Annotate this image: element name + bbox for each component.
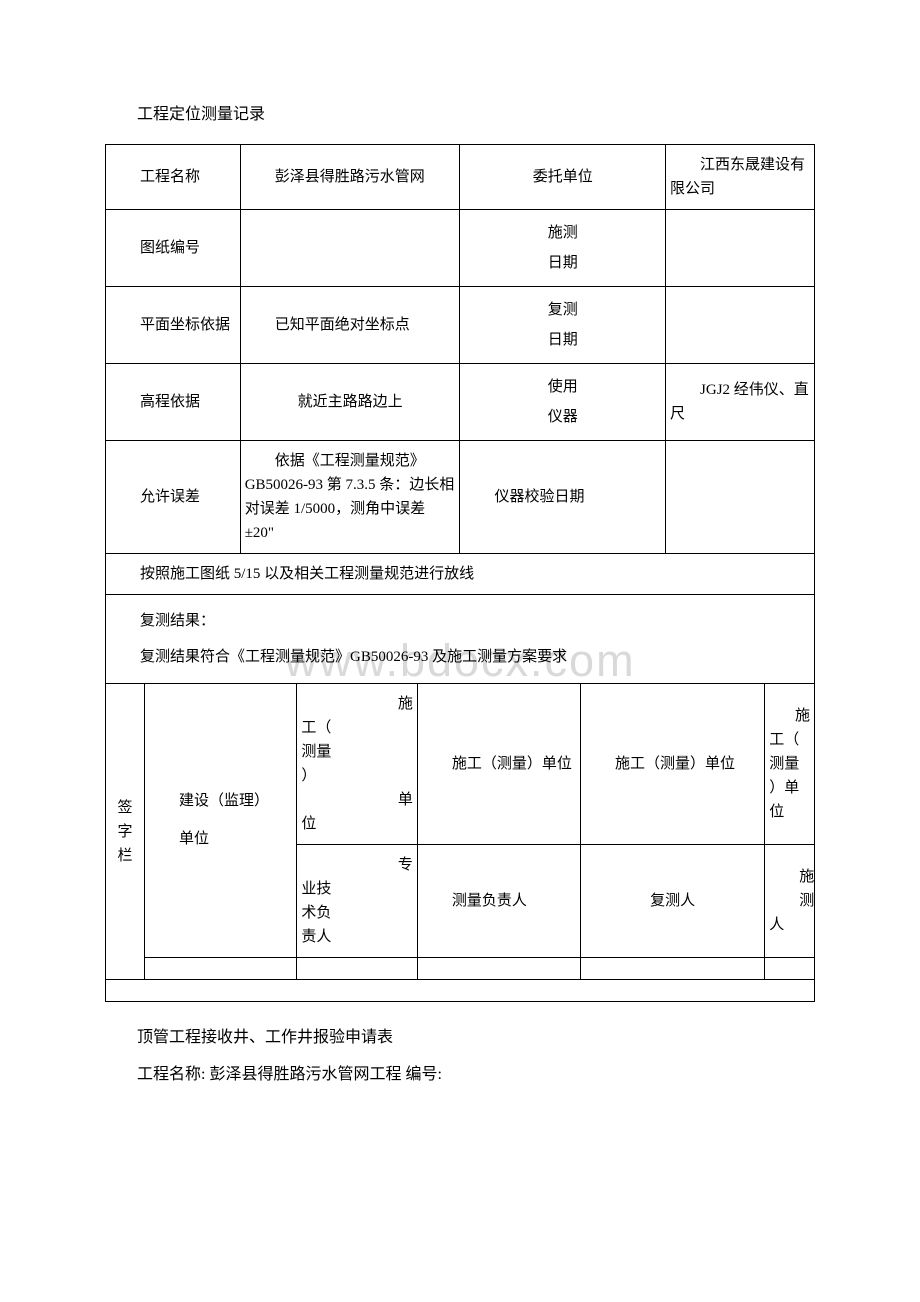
label-text: 字 <box>110 820 140 844</box>
table-row: 图纸编号 施测 日期 <box>106 210 815 287</box>
value-calib-date <box>666 441 815 554</box>
label-text: 测量 <box>301 740 413 764</box>
value-client: 江西东晟建设有限公司 <box>666 145 815 210</box>
label-text: 工（ <box>769 728 810 752</box>
value-measure-date <box>666 210 815 287</box>
label-text: 施 <box>769 704 810 728</box>
table-row <box>106 980 815 1002</box>
label-text: ）单 <box>769 776 810 800</box>
label-client: 委托单位 <box>460 145 666 210</box>
sig-header-3: 施工（测量）单位 <box>580 684 764 845</box>
label-measure-date: 施测 日期 <box>460 210 666 287</box>
label-text: 签 <box>110 796 140 820</box>
retest-result-label: 复测结果： <box>110 603 810 639</box>
table-row: 工程名称 彭泽县得胜路污水管网 委托单位 江西东晟建设有限公司 <box>106 145 815 210</box>
signature-section-label: 签 字 栏 <box>106 684 145 980</box>
sig-header-1: 施 工（ 测量 ） 单 位 <box>297 684 418 845</box>
sig-supervisor-unit: 建设（监理） 单位 <box>144 684 296 958</box>
note-drawing-spec: 按照施工图纸 5/15 以及相关工程测量规范进行放线 <box>106 554 815 595</box>
label-text: 施 <box>769 865 810 889</box>
label-text: 使用 <box>464 372 661 402</box>
label-text: 复测 <box>464 295 661 325</box>
subtitle-1: 顶管工程接收井、工作井报验申请表 <box>105 1022 815 1054</box>
label-text: 位 <box>769 800 810 824</box>
sig-header-2: 施工（测量）单位 <box>417 684 580 845</box>
retest-result-text: 复测结果符合《工程测量规范》GB50026-93 及施工测量方案要求 <box>110 639 810 675</box>
label-text: 测量 <box>769 752 810 776</box>
label-text: 栏 <box>110 844 140 868</box>
label-text: 测人 <box>769 889 810 937</box>
table-row <box>106 958 815 980</box>
table-row: 复测结果： 复测结果符合《工程测量规范》GB50026-93 及施工测量方案要求 <box>106 595 815 684</box>
label-text: 施 <box>301 692 413 716</box>
value-drawing-no <box>240 210 460 287</box>
measurement-record-table: 工程名称 彭泽县得胜路污水管网 委托单位 江西东晟建设有限公司 图纸编号 施测 … <box>105 144 815 1002</box>
label-text: 位 <box>301 812 413 836</box>
label-text: 日期 <box>464 248 661 278</box>
empty-cell <box>580 958 764 980</box>
empty-cell <box>417 958 580 980</box>
empty-cell <box>144 958 296 980</box>
label-project-name: 工程名称 <box>106 145 241 210</box>
label-elevation: 高程依据 <box>106 364 241 441</box>
label-text: 工（ <box>301 716 413 740</box>
sig-header-4: 施 工（ 测量 ）单 位 <box>765 684 815 845</box>
label-text: 业技 <box>301 877 413 901</box>
label-text: 术负 <box>301 901 413 925</box>
sig-role-2: 测量负责人 <box>417 845 580 958</box>
sig-role-3: 复测人 <box>580 845 764 958</box>
label-drawing-no: 图纸编号 <box>106 210 241 287</box>
sig-role-1: 专 业技 术负 责人 <box>297 845 418 958</box>
value-retest-date <box>666 287 815 364</box>
label-text: 单位 <box>149 821 292 859</box>
document-title: 工程定位测量记录 <box>105 100 815 124</box>
document-content: 工程定位测量记录 工程名称 彭泽县得胜路污水管网 委托单位 江西东晟建设有限公司… <box>105 100 815 1091</box>
label-text: 日期 <box>464 325 661 355</box>
label-text: ） <box>301 764 413 788</box>
empty-cell <box>765 958 815 980</box>
table-row: 签 字 栏 建设（监理） 单位 施 工（ 测量 ） 单 位 施工（测量）单位 施… <box>106 684 815 845</box>
value-tolerance: 依据《工程测量规范》GB50026-93 第 7.3.5 条：边长相对误差 1/… <box>240 441 460 554</box>
subtitle-2: 工程名称: 彭泽县得胜路污水管网工程 编号: <box>105 1059 815 1091</box>
value-plane-coord: 已知平面绝对坐标点 <box>240 287 460 364</box>
label-retest-date: 复测 日期 <box>460 287 666 364</box>
label-text: 建设（监理） <box>149 783 292 821</box>
table-row: 按照施工图纸 5/15 以及相关工程测量规范进行放线 <box>106 554 815 595</box>
label-text: 施测 <box>464 218 661 248</box>
label-text: 单 <box>301 788 413 812</box>
label-tolerance: 允许误差 <box>106 441 241 554</box>
sig-role-4: 施 测人 <box>765 845 815 958</box>
label-text: 责人 <box>301 925 413 949</box>
label-calib-date: 仪器校验日期 <box>460 441 666 554</box>
empty-cell <box>297 958 418 980</box>
empty-cell <box>106 980 815 1002</box>
label-text: 仪器 <box>464 402 661 432</box>
table-row: 平面坐标依据 已知平面绝对坐标点 复测 日期 <box>106 287 815 364</box>
label-instrument: 使用 仪器 <box>460 364 666 441</box>
label-plane-coord: 平面坐标依据 <box>106 287 241 364</box>
retest-result: 复测结果： 复测结果符合《工程测量规范》GB50026-93 及施工测量方案要求 <box>106 595 815 684</box>
value-elevation: 就近主路路边上 <box>240 364 460 441</box>
table-row: 高程依据 就近主路路边上 使用 仪器 JGJ2 经伟仪、直尺 <box>106 364 815 441</box>
label-text: 专 <box>301 853 413 877</box>
value-project-name: 彭泽县得胜路污水管网 <box>240 145 460 210</box>
table-row: 允许误差 依据《工程测量规范》GB50026-93 第 7.3.5 条：边长相对… <box>106 441 815 554</box>
value-instrument: JGJ2 经伟仪、直尺 <box>666 364 815 441</box>
